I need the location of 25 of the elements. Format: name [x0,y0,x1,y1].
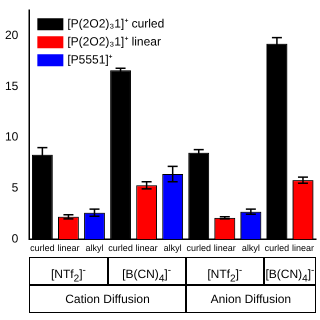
y-tick-label: 15 [4,78,19,93]
text: [NTf$_{2}$]$^{-}$ [186,257,264,286]
x-tick-label: curled [186,243,211,254]
text: [B(CN)$_{4}$]$^{-}$ [264,257,316,286]
text: [B(CN)$_{4}$]$^{-}$ [108,257,186,286]
x-tick-label: linear [136,243,158,254]
y-tick-label: 5 [12,180,19,195]
y-tick-label: 20 [4,28,19,42]
x-tick-label: alkyl [85,243,104,254]
y-tick-label: 0 [12,232,19,246]
x-tick-label: curled [264,243,290,254]
x-tick-label: alkyl [242,243,260,254]
text: Anion Diffusion [186,285,316,314]
legend-label: [P(2O2)₃1]⁺ linear [67,34,161,49]
text: Cation Diffusion [29,285,186,314]
text: [NTf$_{2}$]$^{-}$ [29,257,108,286]
x-tick-label: linear [214,243,236,254]
legend-label: [P5551]⁺ [67,52,113,67]
x-tick-label: curled [108,243,133,254]
x-tick-label: linear [57,243,80,254]
x-tick-label: linear [292,243,314,254]
y-tick-label: 10 [4,130,19,144]
x-tick-label: alkyl [164,243,182,254]
x-tick-label: curled [30,243,55,254]
legend-label: [P(2O2)₃1]⁺ curled [67,16,164,31]
